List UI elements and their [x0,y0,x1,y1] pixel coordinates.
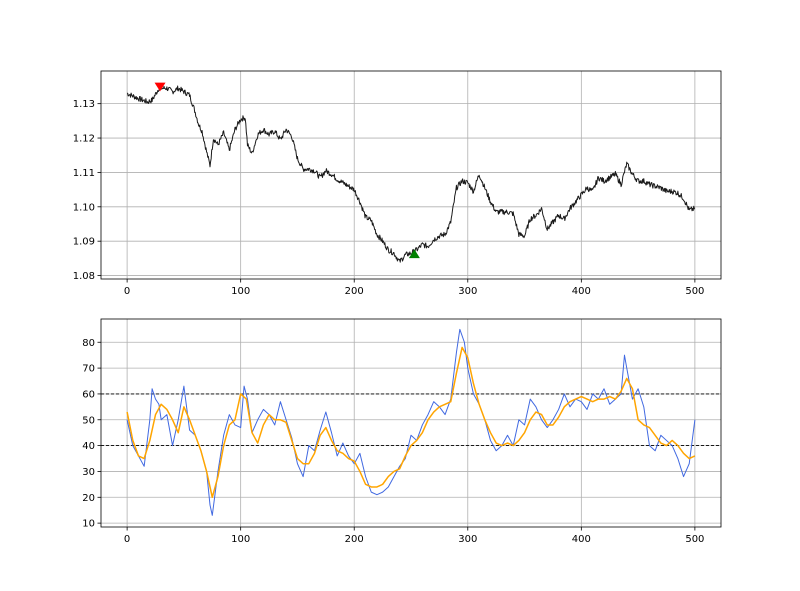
x-tick-label: 100 [231,286,250,297]
price-line [127,85,696,263]
x-tick-label: 300 [458,534,477,545]
price-plot-frame [100,70,722,280]
x-tick-label: 500 [685,286,704,297]
y-tick-label: 30 [82,467,95,478]
x-tick-label: 300 [458,286,477,297]
signal-line [126,346,696,499]
x-tick-label: 500 [685,534,704,545]
y-tick-label: 20 [82,493,95,504]
buy-signal-marker [408,249,420,259]
y-tick-label: 50 [82,415,95,426]
y-tick-label: 1.11 [73,168,95,179]
y-tick-label: 80 [82,338,95,349]
y-tick-label: 1.13 [73,99,95,110]
x-tick-label: 100 [231,534,250,545]
price-ticks: 0 100 200 300 400 500 1.08 1.09 1.10 1.11 1.12 1.13 [73,99,705,297]
x-tick-label: 0 [124,534,130,545]
x-tick-label: 200 [345,534,364,545]
price-series [127,85,696,263]
x-tick-label: 400 [572,286,591,297]
y-tick-label: 1.09 [73,237,95,248]
y-tick-label: 10 [82,519,95,530]
indicator-ticks: 0 100 200 300 400 500 10 20 30 40 50 60 70 80 [82,338,704,545]
indicator-plot-area [101,319,721,527]
indicator-plot-frame [100,318,722,528]
price-grid [101,71,721,279]
indicator-chart: 0 100 200 300 400 500 10 20 30 40 50 60 70 80 [82,318,722,545]
indicator-series [126,328,696,516]
x-tick-label: 400 [572,534,591,545]
y-tick-label: 70 [82,364,95,375]
indicator-line [126,328,696,516]
price-plot-area [101,71,721,279]
sell-signal-marker [154,82,166,92]
y-tick-label: 60 [82,389,95,400]
x-tick-label: 200 [345,286,364,297]
y-tick-label: 1.12 [73,134,95,145]
x-tick-label: 0 [124,286,130,297]
y-tick-label: 1.10 [73,202,95,213]
price-markers [154,82,420,259]
y-tick-label: 40 [82,441,95,452]
price-chart: 0 100 200 300 400 500 1.08 1.09 1.10 1.11 1.12 1.13 [73,70,722,297]
y-tick-label: 1.08 [73,271,95,282]
